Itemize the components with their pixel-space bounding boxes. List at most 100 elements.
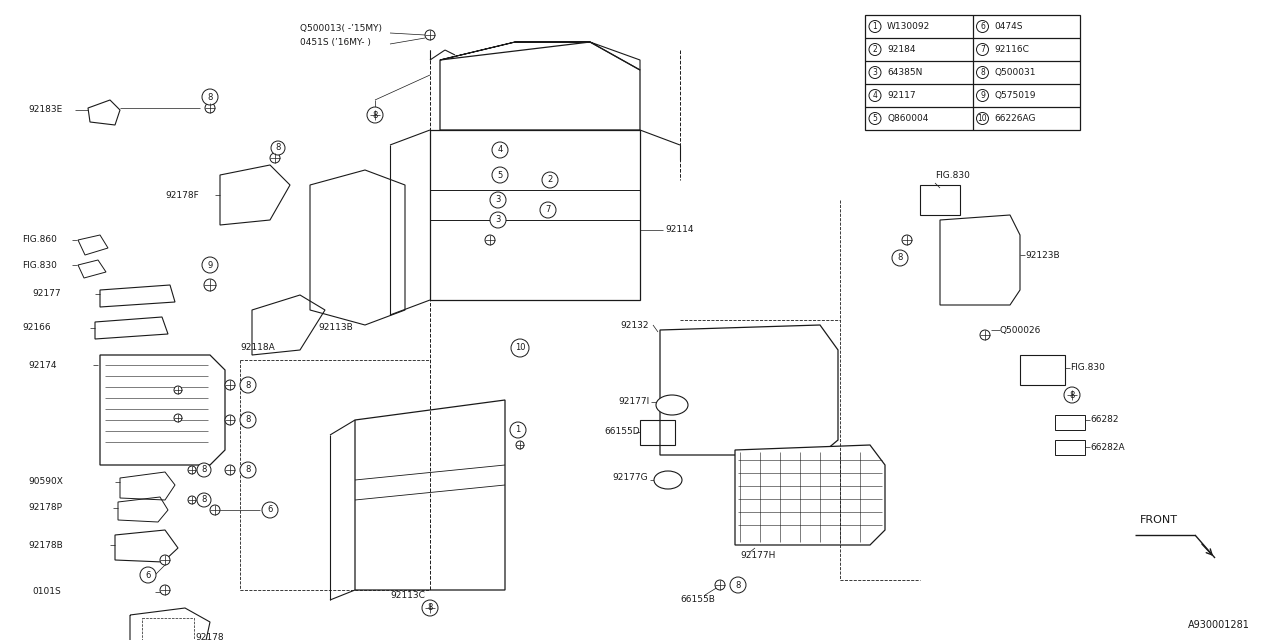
Circle shape xyxy=(422,600,438,616)
Text: 92118A: 92118A xyxy=(241,344,275,353)
Circle shape xyxy=(485,235,495,245)
Circle shape xyxy=(892,250,908,266)
Circle shape xyxy=(197,493,211,507)
Circle shape xyxy=(541,172,558,188)
Circle shape xyxy=(174,386,182,394)
Circle shape xyxy=(511,339,529,357)
Text: 3: 3 xyxy=(495,195,500,205)
Circle shape xyxy=(977,20,988,33)
Circle shape xyxy=(271,141,285,155)
Circle shape xyxy=(869,90,881,102)
Circle shape xyxy=(241,412,256,428)
Circle shape xyxy=(188,466,196,474)
Text: A930001281: A930001281 xyxy=(1188,620,1251,630)
Text: 92113C: 92113C xyxy=(390,591,425,600)
Circle shape xyxy=(160,585,170,595)
Circle shape xyxy=(980,330,989,340)
Text: 1: 1 xyxy=(873,22,877,31)
Text: 66155D: 66155D xyxy=(604,428,640,436)
Circle shape xyxy=(174,414,182,422)
Text: 64385N: 64385N xyxy=(887,68,923,77)
Circle shape xyxy=(225,415,236,425)
Circle shape xyxy=(869,113,881,125)
Text: 8: 8 xyxy=(372,111,378,120)
Bar xyxy=(142,618,195,640)
Circle shape xyxy=(977,67,988,79)
Text: 8: 8 xyxy=(275,143,280,152)
Text: 0101S: 0101S xyxy=(32,588,60,596)
Circle shape xyxy=(225,465,236,475)
Circle shape xyxy=(490,212,506,228)
Text: 66282A: 66282A xyxy=(1091,442,1125,451)
Text: 7: 7 xyxy=(545,205,550,214)
Text: 8: 8 xyxy=(201,465,206,474)
Circle shape xyxy=(202,89,218,105)
Bar xyxy=(920,185,960,215)
Circle shape xyxy=(869,67,881,79)
Circle shape xyxy=(262,502,278,518)
Circle shape xyxy=(425,30,435,40)
Text: Q500026: Q500026 xyxy=(1000,326,1042,335)
Circle shape xyxy=(869,44,881,56)
Text: FIG.830: FIG.830 xyxy=(22,260,56,269)
Text: 92177I: 92177I xyxy=(618,397,649,406)
Text: Q500013( -’15MY): Q500013( -’15MY) xyxy=(300,24,381,33)
Polygon shape xyxy=(440,42,640,130)
Text: 2: 2 xyxy=(873,45,877,54)
Bar xyxy=(1055,415,1085,430)
Text: 66226AG: 66226AG xyxy=(995,114,1036,123)
Text: 92178B: 92178B xyxy=(28,541,63,550)
Circle shape xyxy=(902,235,911,245)
Text: 92177G: 92177G xyxy=(612,474,648,483)
Circle shape xyxy=(160,555,170,565)
Circle shape xyxy=(977,113,988,125)
Text: 5: 5 xyxy=(498,170,503,179)
Text: 8: 8 xyxy=(428,604,433,612)
Circle shape xyxy=(370,110,380,120)
Circle shape xyxy=(977,44,988,56)
Circle shape xyxy=(869,20,881,33)
Text: 9: 9 xyxy=(980,91,984,100)
Text: 92174: 92174 xyxy=(28,360,56,369)
Circle shape xyxy=(241,462,256,478)
Text: 6: 6 xyxy=(980,22,984,31)
Bar xyxy=(640,420,675,445)
Text: 1: 1 xyxy=(516,426,521,435)
Text: 92183E: 92183E xyxy=(28,106,63,115)
Text: 8: 8 xyxy=(1069,390,1075,399)
Text: Q575019: Q575019 xyxy=(995,91,1036,100)
Text: 92178P: 92178P xyxy=(28,504,61,513)
Text: 92177H: 92177H xyxy=(740,550,776,559)
Text: 8: 8 xyxy=(201,495,206,504)
Text: 5: 5 xyxy=(873,114,877,123)
Circle shape xyxy=(204,279,216,291)
Text: 8: 8 xyxy=(246,381,251,390)
Text: 92116C: 92116C xyxy=(995,45,1029,54)
Text: FIG.830: FIG.830 xyxy=(1070,364,1105,372)
Text: 8: 8 xyxy=(735,580,741,589)
Text: Q860004: Q860004 xyxy=(887,114,928,123)
Circle shape xyxy=(425,603,435,613)
Text: 10: 10 xyxy=(978,114,987,123)
Text: 8: 8 xyxy=(246,415,251,424)
Circle shape xyxy=(241,377,256,393)
Circle shape xyxy=(516,441,524,449)
Circle shape xyxy=(730,577,746,593)
Circle shape xyxy=(1064,387,1080,403)
Text: 92123B: 92123B xyxy=(1025,250,1060,259)
Circle shape xyxy=(188,496,196,504)
Text: 8: 8 xyxy=(897,253,902,262)
Text: 2: 2 xyxy=(548,175,553,184)
Bar xyxy=(865,15,1080,130)
Circle shape xyxy=(225,380,236,390)
Circle shape xyxy=(492,167,508,183)
Text: 8: 8 xyxy=(207,93,212,102)
Text: 3: 3 xyxy=(495,216,500,225)
Circle shape xyxy=(197,463,211,477)
Circle shape xyxy=(140,567,156,583)
Text: 92178: 92178 xyxy=(195,634,224,640)
Text: 6: 6 xyxy=(146,570,151,579)
Circle shape xyxy=(492,142,508,158)
Circle shape xyxy=(977,90,988,102)
Text: 8: 8 xyxy=(980,68,984,77)
